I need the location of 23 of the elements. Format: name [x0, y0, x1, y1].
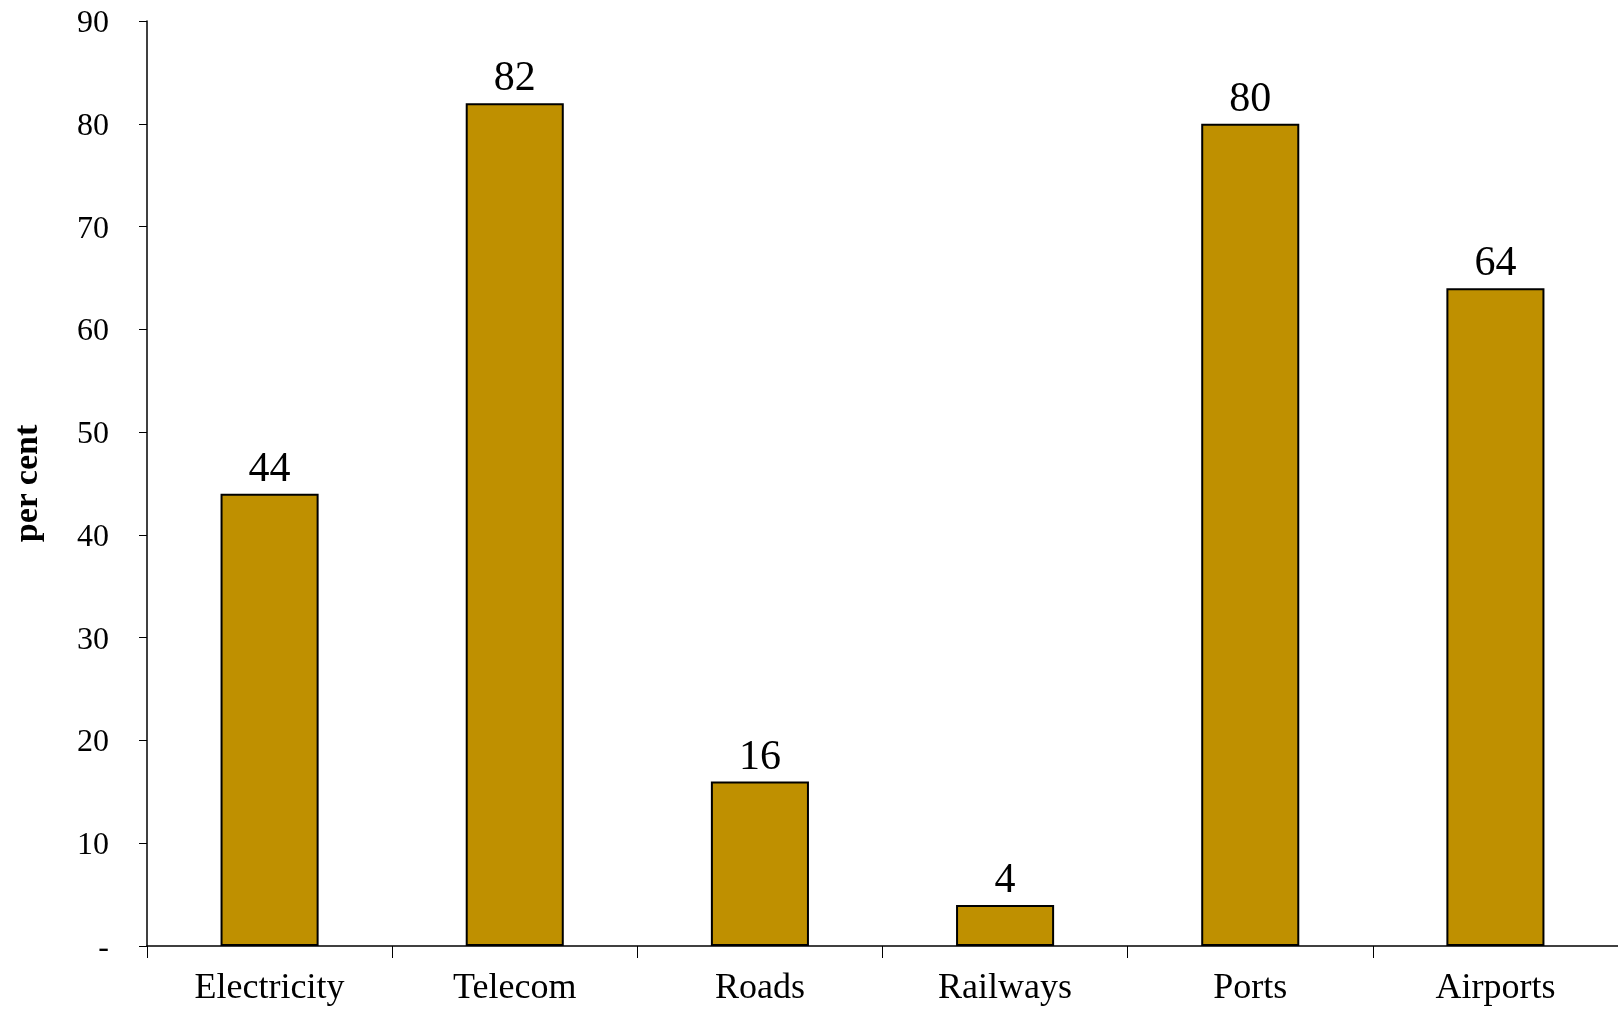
- y-axis-title: per cent: [6, 424, 44, 543]
- x-tick-label: Telecom: [453, 966, 577, 1006]
- y-tick-label: 40: [77, 516, 109, 553]
- y-tick-label: 70: [77, 208, 109, 245]
- y-tick-label: 80: [77, 105, 109, 142]
- x-tick-label: Ports: [1213, 966, 1288, 1006]
- x-tick-label: Railways: [938, 966, 1073, 1006]
- data-label: 80: [1229, 73, 1272, 120]
- y-tick-label: 10: [77, 825, 109, 862]
- data-label: 44: [248, 443, 291, 490]
- y-tick-label: 90: [77, 3, 109, 39]
- data-label: 16: [738, 731, 781, 778]
- y-tick-label: -: [98, 928, 109, 964]
- y-tick-label: 20: [77, 722, 109, 759]
- y-tick-label: 30: [77, 619, 109, 656]
- y-tick-label: 50: [77, 414, 109, 451]
- data-label: 4: [994, 854, 1016, 901]
- data-label: 82: [493, 53, 536, 100]
- x-tick-label: Airports: [1435, 966, 1556, 1006]
- data-label: 64: [1474, 238, 1517, 285]
- x-tick-label: Electricity: [194, 966, 345, 1006]
- x-tick-label: Roads: [714, 966, 805, 1006]
- y-tick-label: 60: [77, 311, 109, 348]
